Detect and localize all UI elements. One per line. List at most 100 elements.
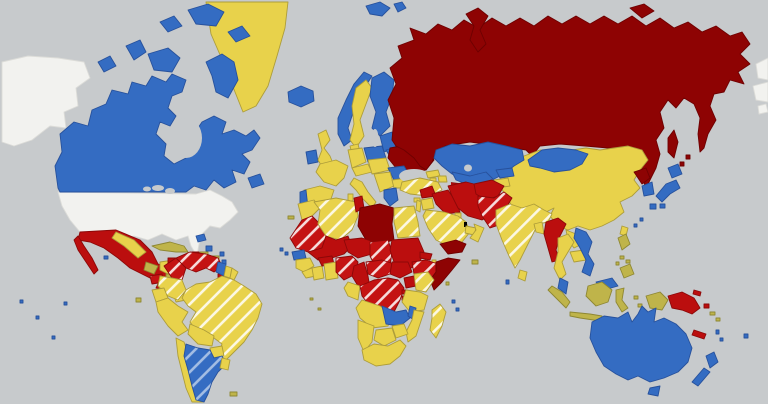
- region-indonesia: [547, 285, 571, 309]
- region-pacific-island: [103, 255, 109, 260]
- region-australia: [589, 305, 693, 383]
- region-fiji: [743, 333, 749, 339]
- region-japan: [655, 179, 681, 203]
- region-solomon-islands: [715, 317, 721, 322]
- great-lake-3: [143, 186, 151, 192]
- region-egypt: [393, 205, 421, 239]
- region-algeria: [313, 197, 359, 241]
- region-sri-lanka: [517, 269, 528, 282]
- region-french-guiana: [229, 267, 239, 281]
- region-india: [495, 203, 553, 269]
- region-bougainville: [703, 303, 710, 309]
- region-iceland: [287, 85, 315, 108]
- region-colombia-north: [163, 257, 187, 281]
- region-colombia: [157, 275, 187, 301]
- region-cuba: [151, 241, 189, 253]
- great-lake-1: [152, 185, 164, 191]
- region-indonesia: [645, 291, 669, 311]
- great-lake-2: [165, 188, 175, 194]
- region-bering-island: [752, 81, 768, 103]
- region-bering-island: [757, 103, 768, 115]
- region-ghana: [323, 261, 339, 281]
- region-malaysia: [557, 277, 569, 295]
- region-japan: [659, 203, 666, 209]
- region-south-africa: [361, 339, 407, 367]
- region-bahamas: [205, 245, 213, 252]
- region-seychelles: [445, 281, 450, 286]
- region-arctic-islands-russia: [629, 3, 655, 19]
- region-lesser-antilles: [219, 251, 225, 257]
- region-france: [315, 159, 349, 187]
- region-new-zealand: [691, 367, 711, 387]
- region-indonesia: [633, 295, 639, 300]
- region-yemen: [439, 239, 467, 255]
- region-north-korea: [633, 167, 651, 185]
- region-bahamas: [195, 233, 207, 243]
- region-maldives: [505, 279, 510, 285]
- region-germany: [347, 147, 367, 169]
- region-socotra: [471, 259, 479, 265]
- region-israel: [415, 199, 422, 213]
- region-ellesmere-island: [187, 3, 225, 27]
- region-south-sudan: [389, 261, 413, 279]
- region-falklands: [229, 391, 238, 397]
- region-south-korea: [641, 181, 655, 197]
- region-bolivia: [187, 323, 215, 347]
- region-svalbard: [393, 1, 407, 13]
- region-sweden: [349, 79, 373, 149]
- region-finland: [369, 71, 395, 137]
- region-pacific-island: [19, 299, 24, 304]
- region-azerbaijan: [437, 175, 448, 183]
- region-japan: [649, 203, 657, 210]
- region-sakhalin: [667, 129, 679, 159]
- region-cape-verde: [284, 251, 289, 256]
- region-atlantic-island: [309, 297, 314, 301]
- region-okinawa: [639, 217, 644, 222]
- region-cape-verde: [279, 247, 284, 252]
- region-okinawa: [633, 223, 638, 228]
- region-philippines: [619, 263, 635, 279]
- region-philippines: [615, 261, 620, 266]
- region-vanuatu: [719, 337, 724, 342]
- region-kuril-islands: [679, 161, 685, 167]
- region-ireland: [305, 149, 319, 165]
- region-pacific-island: [51, 335, 56, 340]
- region-arctic-island: [227, 25, 251, 43]
- region-mongolia: [527, 147, 589, 173]
- region-arctic-island: [159, 15, 183, 33]
- region-tasmania: [647, 385, 661, 397]
- region-zimbabwe: [391, 323, 409, 339]
- region-victoria-island: [147, 47, 181, 73]
- region-sardinia: [347, 193, 354, 202]
- region-jordan: [420, 197, 435, 211]
- region-solomon-islands: [709, 311, 716, 316]
- region-bering-island: [755, 57, 768, 81]
- region-baja-california: [73, 235, 99, 275]
- region-mauritius: [451, 299, 456, 304]
- region-banks-island: [125, 39, 147, 61]
- region-canary-islands: [287, 215, 295, 220]
- region-vanuatu: [715, 329, 720, 335]
- region-oman: [469, 223, 485, 243]
- region-vietnam: [573, 227, 595, 277]
- region-greece: [383, 187, 399, 207]
- region-ivory-coast: [311, 265, 325, 281]
- region-tanzania: [401, 289, 429, 313]
- region-thailand: [553, 233, 575, 281]
- region-pacific-island: [35, 315, 40, 320]
- region-new-caledonia: [691, 329, 707, 340]
- region-philippines: [617, 233, 631, 251]
- region-somalia: [429, 257, 461, 291]
- region-morocco: [297, 199, 321, 221]
- region-alaska: [1, 55, 91, 147]
- region-mexico-state: [143, 261, 159, 275]
- region-iraq: [431, 189, 461, 215]
- region-arctic-island: [97, 55, 117, 73]
- region-uruguay: [219, 357, 231, 371]
- region-kuril-islands: [685, 154, 691, 160]
- region-new-britain: [692, 289, 702, 297]
- hudson-bay: [170, 118, 202, 158]
- region-brazil: [181, 275, 263, 361]
